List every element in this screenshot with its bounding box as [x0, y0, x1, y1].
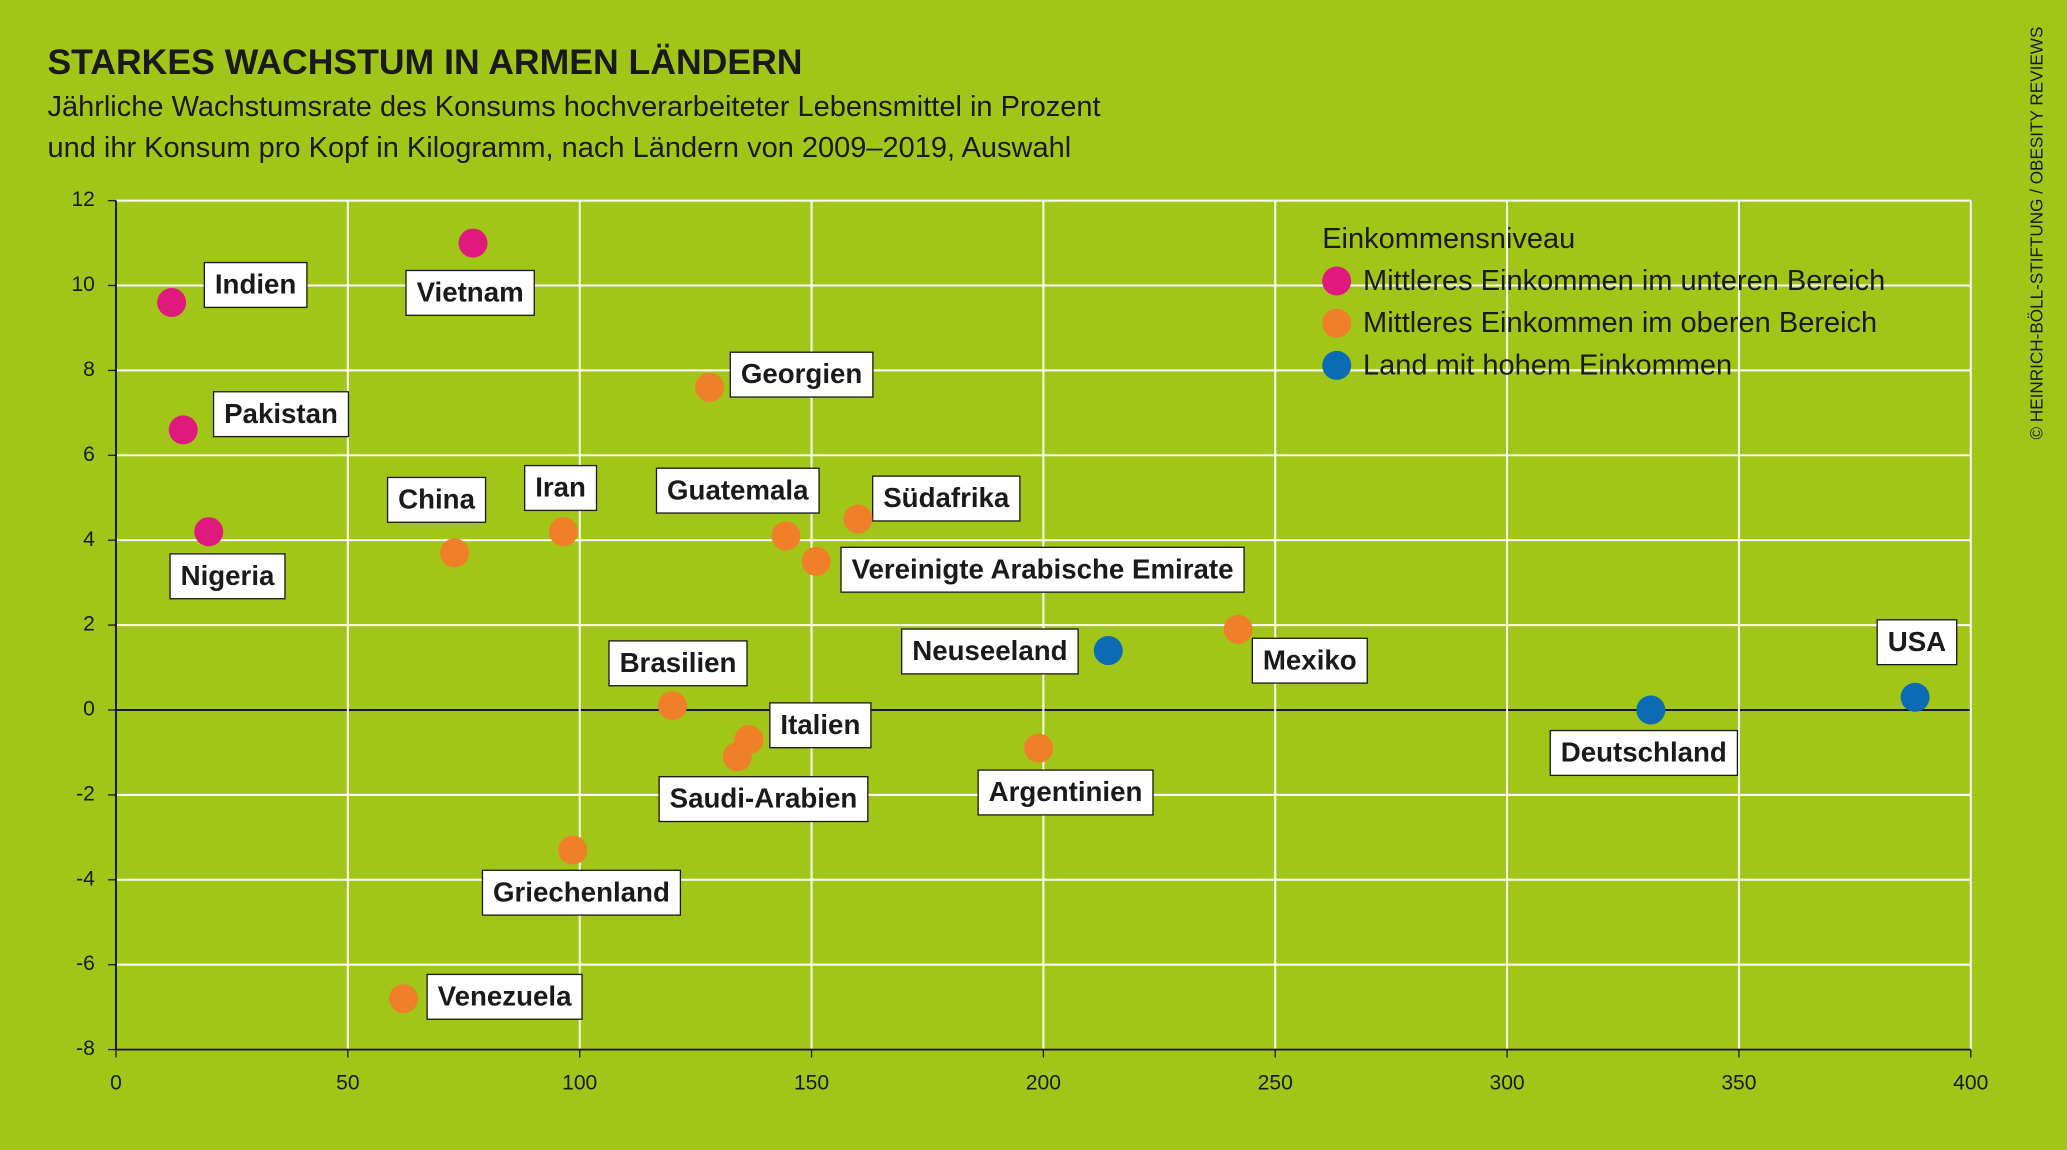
legend-label: Land mit hohem Einkommen	[1363, 349, 1732, 381]
point-label: Vereinigte Arabische Emirate	[852, 553, 1234, 584]
legend-label: Mittleres Einkommen im unteren Bereich	[1363, 265, 1885, 297]
y-tick-label: 6	[83, 443, 95, 466]
point-label: Venezuela	[438, 980, 572, 1011]
point-label: Deutschland	[1561, 737, 1727, 768]
x-tick-label: 200	[1026, 1071, 1061, 1094]
y-tick-label: -2	[76, 782, 95, 805]
point-label: Südafrika	[883, 482, 1010, 513]
label-box	[524, 464, 598, 512]
point	[157, 287, 187, 317]
point	[1223, 614, 1253, 644]
x-tick-label: 50	[336, 1071, 359, 1094]
y-tick-label: -8	[76, 1037, 95, 1060]
point	[1024, 733, 1054, 763]
point	[439, 538, 470, 568]
label-box	[405, 269, 535, 316]
point	[194, 517, 224, 547]
point	[1900, 682, 1930, 712]
x-tick-label: 350	[1721, 1071, 1756, 1094]
point	[548, 517, 578, 547]
legend-marker	[1322, 308, 1352, 338]
point-label: USA	[1888, 626, 1946, 657]
legend-title: Einkommensniveau	[1322, 223, 1575, 255]
point-label: China	[398, 483, 475, 514]
x-tick-label: 150	[794, 1071, 829, 1094]
y-tick-label: 0	[83, 698, 95, 721]
point	[168, 415, 198, 445]
point	[801, 546, 831, 576]
point-label: Guatemala	[667, 474, 809, 505]
point-label: Saudi-Arabien	[670, 783, 858, 814]
y-tick-label: -6	[76, 952, 95, 975]
x-tick-label: 100	[562, 1071, 597, 1094]
y-tick-label: 4	[83, 528, 95, 551]
point-label: Iran	[535, 472, 586, 503]
x-tick-label: 300	[1489, 1071, 1524, 1094]
legend-label: Mittleres Einkommen im oberen Bereich	[1363, 307, 1877, 339]
y-tick-label: 2	[83, 613, 95, 636]
y-tick-label: 8	[83, 358, 95, 381]
x-tick-label: 250	[1258, 1071, 1293, 1094]
y-tick-label: -4	[76, 867, 95, 890]
point	[458, 228, 488, 258]
legend-marker	[1322, 350, 1352, 380]
label-box	[426, 973, 583, 1020]
source: © HEINRICH-BÖLL-STIFTUNG / OBESITY REVIE…	[2027, 27, 2047, 440]
point	[695, 372, 725, 402]
y-tick-label: 12	[71, 188, 94, 211]
label-box	[1876, 619, 1958, 666]
point-label: Italien	[780, 709, 860, 740]
point-label: Neuseeland	[912, 635, 1067, 666]
label-box	[729, 351, 874, 398]
point	[558, 835, 588, 865]
label-box	[1251, 637, 1368, 684]
label-box	[481, 869, 682, 916]
point	[1093, 636, 1123, 666]
label-box	[769, 702, 872, 749]
label-box	[203, 261, 308, 309]
point	[843, 504, 873, 534]
point	[388, 984, 418, 1014]
legend-marker	[1322, 266, 1352, 296]
point-label: Vietnam	[417, 277, 524, 308]
label-box	[658, 776, 869, 823]
label-box	[386, 476, 487, 523]
point	[657, 691, 687, 721]
subtitle: und ihr Konsum pro Kopf in Kilogramm, na…	[47, 132, 1071, 164]
point	[722, 742, 752, 772]
label-box	[872, 475, 1021, 522]
point	[771, 521, 801, 551]
chart-title: STARKES WACHSTUM IN ARMEN LÄNDERN	[47, 42, 802, 82]
point-label: Griechenland	[493, 876, 670, 907]
point	[1636, 695, 1666, 725]
label-box	[901, 628, 1079, 675]
x-tick-label: 0	[110, 1071, 122, 1094]
label-box	[655, 467, 820, 514]
label-box	[1549, 729, 1739, 777]
label-box	[840, 546, 1245, 593]
subtitle: Jährliche Wachstumsrate des Konsums hoch…	[47, 91, 1100, 123]
label-box	[977, 769, 1154, 816]
point-label: Indien	[215, 269, 296, 300]
point-label: Mexiko	[1263, 644, 1357, 675]
point-label: Argentinien	[989, 776, 1143, 807]
label-box	[169, 553, 286, 600]
label-box	[608, 640, 748, 687]
x-tick-label: 400	[1953, 1071, 1988, 1094]
label-box	[212, 391, 350, 438]
point-label: Brasilien	[620, 647, 737, 678]
point-label: Pakistan	[224, 398, 338, 429]
y-tick-label: 10	[71, 273, 94, 296]
point-label: Georgien	[741, 358, 862, 389]
point-label: Nigeria	[181, 560, 275, 591]
